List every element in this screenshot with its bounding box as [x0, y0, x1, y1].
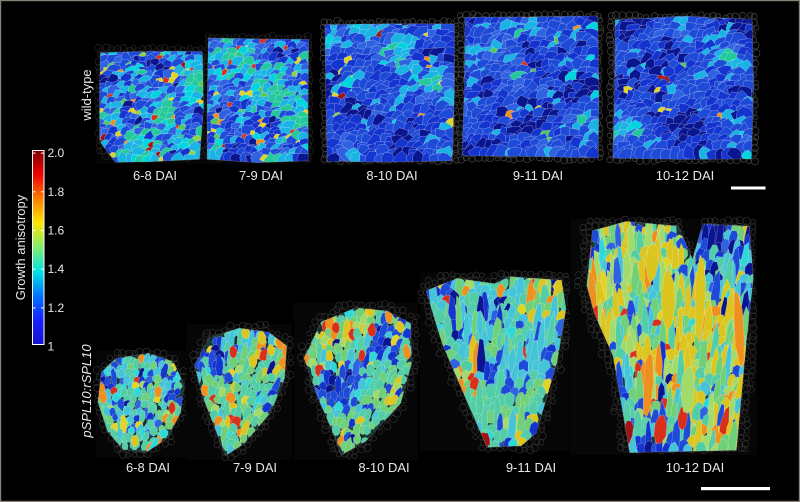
- svg-text:9-11 DAI: 9-11 DAI: [506, 460, 556, 475]
- svg-text:6-8 DAI: 6-8 DAI: [133, 168, 177, 183]
- svg-text:Growth anisotropy: Growth anisotropy: [13, 194, 28, 300]
- svg-text:1: 1: [48, 340, 55, 354]
- svg-text:wild-type: wild-type: [79, 69, 94, 121]
- svg-text:8-10 DAI: 8-10 DAI: [366, 168, 417, 183]
- svg-text:7-9 DAI: 7-9 DAI: [239, 168, 283, 183]
- svg-text:10-12 DAI: 10-12 DAI: [656, 168, 715, 183]
- svg-text:6-8 DAI: 6-8 DAI: [126, 460, 170, 475]
- svg-text:2.0: 2.0: [48, 146, 65, 160]
- svg-text:9-11 DAI: 9-11 DAI: [513, 168, 563, 183]
- svg-text:1.8: 1.8: [48, 185, 65, 199]
- svg-text:1.4: 1.4: [48, 262, 65, 276]
- svg-text:pSPL10:rSPL10: pSPL10:rSPL10: [79, 344, 94, 439]
- svg-text:1.2: 1.2: [48, 301, 65, 315]
- svg-text:8-10 DAI: 8-10 DAI: [358, 460, 409, 475]
- svg-text:10-12 DAI: 10-12 DAI: [666, 460, 725, 475]
- svg-text:7-9 DAI: 7-9 DAI: [233, 460, 277, 475]
- svg-text:1.6: 1.6: [48, 224, 65, 238]
